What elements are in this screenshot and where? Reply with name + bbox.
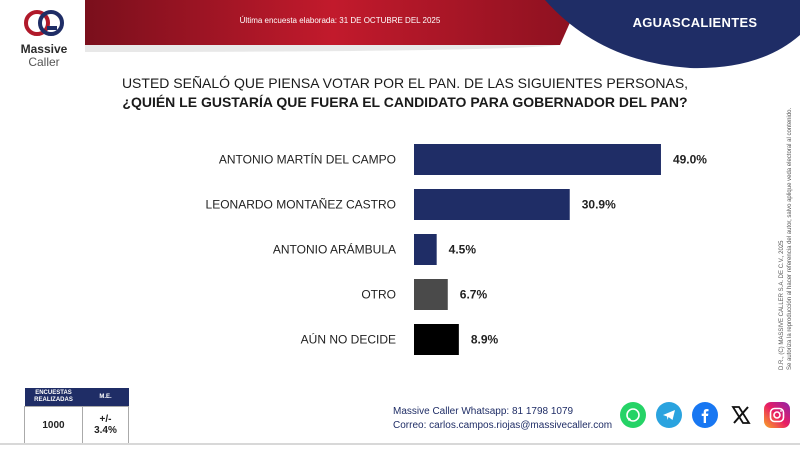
- survey-stats-table: ENCUESTAS REALIZADAS M.E. 1000 +/- 3.4%: [24, 388, 129, 444]
- bar: [414, 279, 448, 310]
- social-links: [620, 402, 790, 428]
- contact-info: Massive Caller Whatsapp: 81 1798 1079 Co…: [393, 405, 612, 433]
- telegram-icon[interactable]: [656, 402, 682, 428]
- value-label: 6.7%: [460, 288, 488, 302]
- margin-header: M.E.: [82, 388, 129, 407]
- value-label: 4.5%: [449, 243, 477, 257]
- survey-date: Última encuesta elaborada: 31 DE OCTUBRE…: [239, 16, 441, 25]
- margin-value: +/- 3.4%: [82, 406, 129, 444]
- email-line: Correo: carlos.campos.riojas@massivecall…: [393, 419, 612, 433]
- bar: [414, 144, 661, 175]
- surveys-value: 1000: [24, 406, 83, 444]
- x-icon[interactable]: [728, 402, 754, 428]
- bar: [414, 234, 437, 265]
- category-label: AÚN NO DECIDE: [301, 332, 396, 347]
- header-background: [85, 0, 800, 69]
- whatsapp-line: Massive Caller Whatsapp: 81 1798 1079: [393, 405, 612, 419]
- email-link[interactable]: carlos.campos.riojas@massivecaller.com: [429, 420, 613, 431]
- surveys-header: ENCUESTAS REALIZADAS: [24, 388, 83, 407]
- footer-divider: [0, 443, 800, 445]
- category-label: OTRO: [361, 288, 396, 302]
- category-label: ANTONIO MARTÍN DEL CAMPO: [219, 152, 396, 167]
- copyright-line: D.R., (C) MASSIVE CALLER S.A. DE C.V., 2…: [779, 240, 785, 371]
- question-line1: USTED SEÑALÓ QUE PIENSA VOTAR POR EL PAN…: [121, 75, 689, 91]
- facebook-icon[interactable]: [692, 402, 718, 428]
- value-label: 30.9%: [582, 198, 616, 212]
- category-label: ANTONIO ARÁMBULA: [273, 242, 396, 257]
- copyright-note: D.R., (C) MASSIVE CALLER S.A. DE C.V., 2…: [778, 70, 794, 370]
- logo: Massive Caller: [14, 8, 74, 72]
- logo-text: Massive: [20, 42, 68, 56]
- question-line2: ¿QUIÉN LE GUSTARÍA QUE FUERA EL CANDIDAT…: [122, 94, 688, 110]
- logo-icon: [24, 10, 64, 36]
- whatsapp-icon[interactable]: [620, 402, 646, 428]
- value-label: 8.9%: [471, 333, 499, 347]
- region-title: AGUASCALIENTES: [632, 15, 758, 30]
- whatsapp-label: Massive Caller Whatsapp:: [393, 406, 510, 417]
- category-label: LEONARDO MONTAÑEZ CASTRO: [206, 198, 396, 212]
- logo-text-secondary: Caller: [28, 55, 60, 69]
- authorization-line: Se autoriza la reproducción al hacer ref…: [787, 107, 793, 370]
- question: USTED SEÑALÓ QUE PIENSA VOTAR POR EL PAN…: [100, 74, 710, 112]
- email-label: Correo:: [393, 420, 427, 431]
- bar: [414, 324, 459, 355]
- whatsapp-number[interactable]: 81 1798 1079: [511, 406, 574, 417]
- bar-chart: ANTONIO MARTÍN DEL CAMPO 49.0% LEONARDO MO…: [206, 144, 707, 355]
- value-label: 49.0%: [673, 153, 707, 167]
- bar: [414, 189, 570, 220]
- instagram-icon[interactable]: [764, 402, 790, 428]
